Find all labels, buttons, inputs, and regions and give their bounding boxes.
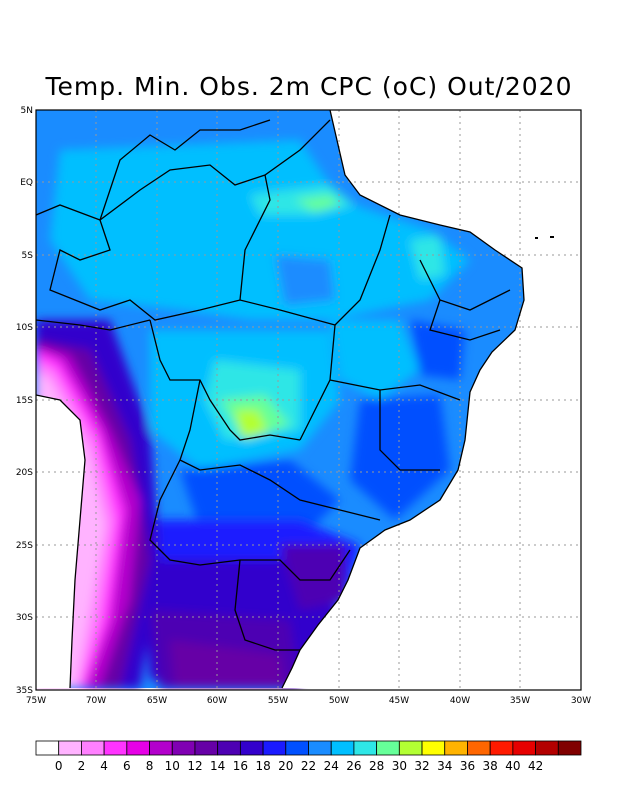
colorbar-swatch	[376, 740, 400, 756]
lon-label: 75W	[26, 696, 46, 706]
colorbar-label: 32	[414, 759, 429, 773]
colorbar-swatch	[239, 740, 264, 756]
lat-label: 15S	[16, 396, 33, 406]
colorbar-label: 12	[187, 759, 202, 773]
colorbar-labels: 0 2 4 6 8 10 12 14 16 18 20 22 24 26 28 30 32 34 36 38 40 42	[55, 759, 543, 773]
colorbar-label: 4	[100, 759, 108, 773]
colorbar-swatch	[512, 740, 536, 756]
lat-label: EQ	[20, 178, 33, 188]
colorbar-label: 18	[255, 759, 270, 773]
lat-label: 25S	[16, 541, 33, 551]
colorbar-label: 40	[505, 759, 520, 773]
colorbar-swatch	[330, 740, 355, 756]
latitude-labels: 5N EQ 5S 10S 15S 20S 25S 30S 35S	[16, 106, 33, 696]
lon-label: 65W	[147, 696, 167, 706]
lon-label: 35W	[510, 696, 530, 706]
map-title: Temp. Min. Obs. 2m CPC (oC) Out/2020	[45, 72, 573, 101]
colorbar-label: 8	[146, 759, 154, 773]
map-frame	[35, 109, 582, 691]
colorbar-swatch	[171, 740, 196, 756]
colorbar-swatch	[557, 740, 582, 756]
lon-label: 30W	[571, 696, 591, 706]
lat-label: 5N	[21, 106, 33, 116]
colorbar-label: 0	[55, 759, 63, 773]
colorbar-label: 26	[346, 759, 361, 773]
lat-label: 10S	[16, 323, 33, 333]
longitude-labels: 75W 70W 65W 60W 55W 50W 45W 40W 35W 30W	[26, 696, 591, 706]
colorbar-label: 16	[233, 759, 248, 773]
lat-label: 5S	[22, 251, 34, 261]
colorbar-label: 20	[278, 759, 293, 773]
colorbar-swatch	[285, 740, 309, 756]
colorbar-swatch	[149, 740, 173, 756]
country-borders	[36, 110, 525, 689]
lon-label: 70W	[86, 696, 106, 706]
atlantic-ocean	[282, 110, 581, 688]
lon-label: 40W	[450, 696, 470, 706]
colorbar-swatch	[81, 740, 105, 756]
colorbar-label: 38	[483, 759, 498, 773]
colorbar-swatch	[194, 740, 219, 756]
temperature-field	[36, 110, 581, 690]
lon-label: 60W	[207, 696, 227, 706]
lat-label: 35S	[16, 686, 33, 696]
lat-label: 20S	[16, 468, 33, 478]
colorbar-swatch	[58, 740, 82, 756]
colorbar-label: 30	[392, 759, 407, 773]
colorbar-swatch	[35, 740, 60, 756]
colorbar-label: 2	[78, 759, 86, 773]
colorbar-label: 34	[437, 759, 452, 773]
colorbar-label: 28	[369, 759, 384, 773]
colorbar-label: 24	[324, 759, 339, 773]
colorbar	[35, 740, 582, 756]
colorbar-swatch	[262, 740, 287, 756]
lon-label: 55W	[268, 696, 288, 706]
colorbar-label: 42	[528, 759, 543, 773]
lat-label: 30S	[16, 613, 33, 623]
colorbar-swatch	[444, 740, 468, 756]
colorbar-label: 10	[165, 759, 180, 773]
colorbar-swatch	[126, 740, 150, 756]
colorbar-swatch	[489, 740, 514, 756]
colorbar-label: 22	[301, 759, 316, 773]
colorbar-swatch	[353, 740, 378, 756]
graticule	[36, 110, 581, 690]
colorbar-swatch	[421, 740, 446, 756]
colorbar-swatch	[217, 740, 241, 756]
colorbar-swatch	[308, 740, 332, 756]
lon-label: 45W	[389, 696, 409, 706]
colorbar-swatch	[467, 740, 491, 756]
lon-label: 50W	[329, 696, 349, 706]
colorbar-swatch	[398, 740, 423, 756]
colorbar-swatch	[535, 740, 559, 756]
colorbar-label: 14	[210, 759, 225, 773]
colorbar-label: 6	[123, 759, 131, 773]
colorbar-swatch	[103, 740, 128, 756]
colorbar-label: 36	[460, 759, 475, 773]
